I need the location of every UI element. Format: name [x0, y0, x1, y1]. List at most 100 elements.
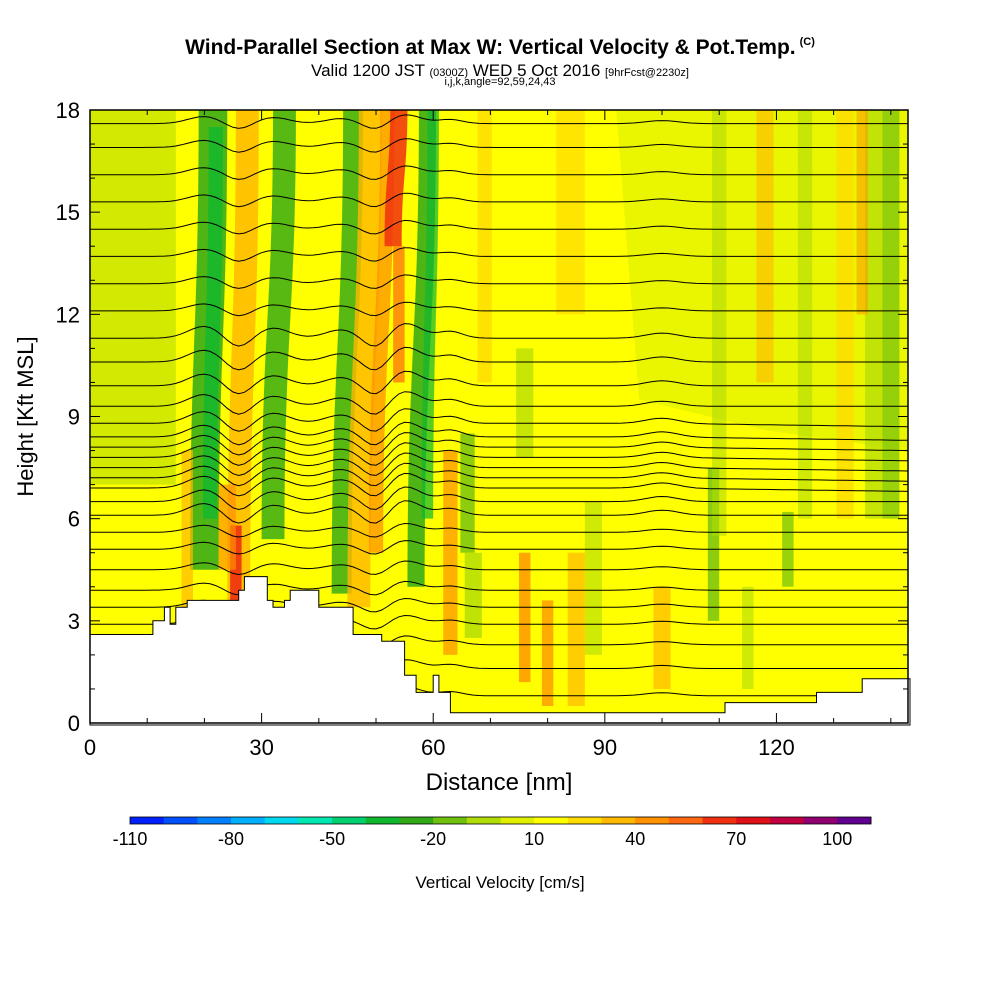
x-tick-label: 90	[593, 735, 617, 760]
updraft-streak-17	[181, 450, 193, 621]
isentrope-25	[90, 219, 908, 235]
isentrope-14	[90, 442, 908, 466]
isentrope-5	[90, 580, 908, 596]
downdraft-streak-2	[261, 110, 296, 540]
downdraft-streak-7	[464, 552, 482, 638]
isentrope-13	[90, 452, 908, 477]
y-tick-label: 9	[68, 405, 80, 430]
downdraft-streak-14	[516, 348, 534, 458]
downdraft-streak-13	[865, 110, 883, 519]
isentrope-8	[90, 522, 908, 538]
updraft-streak-11	[653, 586, 671, 689]
colorbar-tick-label: -110	[113, 829, 148, 849]
downdraft-streak-16	[742, 586, 754, 689]
y-tick-label: 12	[56, 302, 80, 327]
isentrope-28	[90, 138, 908, 153]
colorbar-swatch	[500, 817, 535, 824]
colorbar-swatch	[332, 817, 367, 824]
colorbar-swatch	[399, 817, 434, 824]
updraft-streak-2	[218, 484, 236, 570]
updraft-streak-8	[519, 552, 531, 683]
colorbar-swatch	[130, 817, 165, 824]
x-tick-label: 60	[421, 735, 445, 760]
colorbar-swatch	[534, 817, 569, 824]
updraft-streak-16	[856, 110, 868, 315]
updraft-streak-3	[347, 110, 382, 608]
colorbar-tick-label: -80	[218, 829, 244, 849]
isentrope-24	[90, 247, 908, 262]
downdraft-streak-15	[584, 501, 602, 655]
colorbar-tick-label: 100	[822, 829, 852, 849]
isentrope-16	[90, 421, 908, 446]
isentrope-17	[90, 408, 908, 432]
colorbar-swatch	[264, 817, 299, 824]
x-axis-label: Distance [nm]	[426, 769, 573, 796]
isentrope-23	[90, 274, 908, 289]
isentrope-18	[90, 391, 908, 415]
colorbar-tick-label: 70	[726, 829, 746, 849]
axes	[89, 109, 908, 724]
y-tick-label: 3	[68, 609, 80, 634]
isentrope-26	[90, 192, 908, 208]
downdraft-streak-11	[797, 110, 813, 519]
colorbar-swatch	[601, 817, 636, 824]
chart-subtitle: Valid 1200 JST (0300Z) WED 5 Oct 2016 [9…	[311, 61, 689, 80]
chart-params: i,j,k,angle=92,59,24,43	[444, 76, 556, 88]
colorbar-swatch	[231, 817, 266, 824]
colorbar-swatch	[466, 817, 501, 824]
updraft-streak-6	[393, 246, 405, 383]
isentrope-7	[90, 540, 908, 555]
updraft-streak-5	[384, 110, 408, 247]
y-tick-label: 18	[56, 98, 80, 123]
downdraft-streak-12	[882, 110, 900, 519]
downdraft-streak-3	[331, 110, 364, 594]
colorbar-swatch	[736, 817, 771, 824]
isentropes	[90, 114, 908, 702]
updraft-streak-10	[567, 552, 585, 706]
isentrope-22	[90, 301, 908, 317]
downdraft-streak-9	[712, 110, 727, 536]
isentrope-21	[90, 323, 908, 347]
colorbar-tick-label: 10	[524, 829, 544, 849]
copyright-mark: (C)	[799, 36, 815, 48]
updraft-streak-9	[541, 600, 554, 706]
colorbar-frame	[129, 816, 872, 825]
updraft-streak-12	[477, 110, 492, 383]
downdraft-streak-5	[421, 110, 439, 519]
colorbar-swatch	[433, 817, 468, 824]
x-tick-label: 120	[758, 735, 795, 760]
isentrope-20	[90, 346, 908, 371]
terrain	[89, 576, 911, 726]
y-tick-label: 15	[56, 200, 80, 225]
colorbar-swatch	[298, 817, 333, 824]
colorbar-swatch	[365, 817, 400, 824]
colorbar-swatch	[668, 817, 704, 824]
colorbar-tick-label: 40	[625, 829, 645, 849]
y-tick-label: 0	[68, 711, 80, 736]
weak-descent-region-left	[90, 110, 176, 485]
isentrope-29	[90, 114, 908, 129]
updraft-streak-13	[556, 110, 585, 315]
colorbar-swatch	[567, 817, 603, 824]
isentrope-11	[90, 472, 908, 497]
colorbar-tick-label: -50	[319, 829, 345, 849]
isentrope-9	[90, 500, 908, 524]
updraft-streak-14	[756, 110, 774, 383]
isentrope-19	[90, 370, 908, 395]
colorbar-swatch	[803, 817, 838, 824]
y-axis-label: Height [Kft MSL]	[13, 336, 38, 496]
x-tick-label: 0	[84, 735, 96, 760]
x-tick-label: 30	[249, 735, 273, 760]
isentrope-6	[90, 560, 908, 576]
colorbar-swatch	[769, 817, 805, 824]
colorbar-swatch	[197, 817, 232, 824]
isentrope-15	[90, 432, 908, 456]
updraft-streak-15	[836, 110, 854, 519]
downdraft-streak-1	[202, 127, 223, 519]
isentrope-10	[90, 486, 908, 511]
colorbar-swatch	[837, 817, 872, 824]
colorbar-swatch	[702, 817, 737, 824]
downdraft-streak-6	[460, 433, 475, 553]
isentrope-27	[90, 165, 908, 180]
